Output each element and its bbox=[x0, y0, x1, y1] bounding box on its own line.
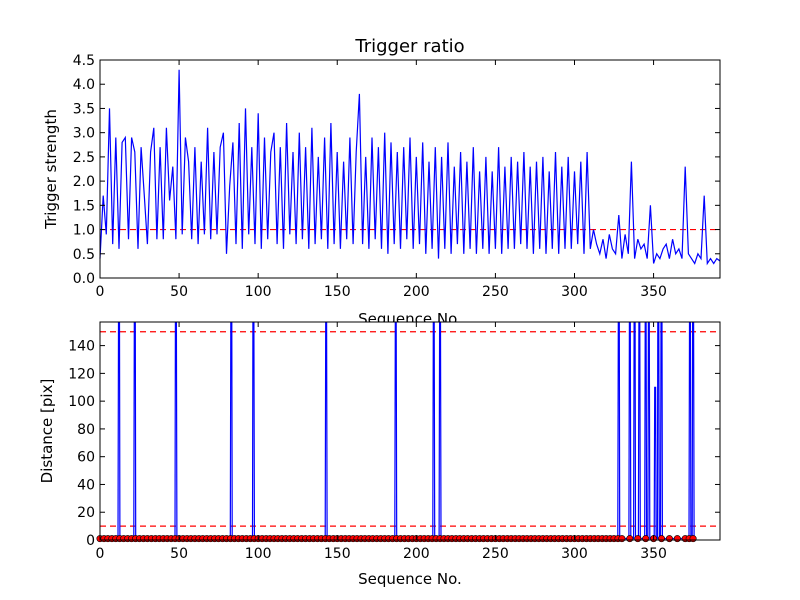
top-chart-trigger-ratio: Trigger ratio 0 50 100 150 200 250 300 350 0.00… bbox=[42, 36, 721, 328]
trigger-strength-series bbox=[99, 69, 721, 266]
x-tick-label: 250 bbox=[482, 546, 509, 562]
plot-area-bottom bbox=[100, 322, 720, 540]
x-tick-label: 300 bbox=[561, 284, 588, 300]
y-tick-label: 3.5 bbox=[73, 101, 95, 117]
x-tick-label: 100 bbox=[245, 284, 272, 300]
axes-frame-top bbox=[99, 59, 721, 279]
data-point bbox=[665, 535, 673, 543]
y-tick-label: 80 bbox=[77, 422, 95, 438]
x-tick-label: 250 bbox=[482, 284, 509, 300]
y-tick-label: 3.0 bbox=[73, 126, 95, 142]
x-tick-label: 150 bbox=[324, 284, 351, 300]
x-axis-label-bottom: Sequence No. bbox=[358, 570, 462, 588]
y-tick-label: 0.0 bbox=[73, 271, 95, 287]
y-tick-label: 0.5 bbox=[73, 247, 95, 263]
threshold-lines-bottom bbox=[100, 331, 720, 527]
x-tick-label: 350 bbox=[640, 546, 667, 562]
y-tick-label: 60 bbox=[77, 450, 95, 466]
data-point bbox=[657, 535, 665, 543]
x-tick-label: 100 bbox=[245, 546, 272, 562]
data-point bbox=[689, 535, 697, 543]
distance-markers bbox=[96, 535, 697, 543]
y-tick-label: 20 bbox=[77, 505, 95, 521]
y-tick-label: 4.5 bbox=[73, 53, 95, 69]
x-tick-label: 300 bbox=[561, 546, 588, 562]
y-tick-label: 120 bbox=[68, 366, 95, 382]
x-tick-label: 350 bbox=[640, 284, 667, 300]
y-ticks-top: 0.0 0.5 1.0 1.5 2.0 2.5 3.0 3.5 4.0 4.5 bbox=[73, 53, 720, 287]
y-tick-label: 1.5 bbox=[73, 198, 95, 214]
data-point bbox=[634, 535, 642, 543]
y-tick-label: 100 bbox=[68, 394, 95, 410]
x-ticks-top: 0 50 100 150 200 250 300 350 bbox=[96, 60, 667, 300]
x-tick-label: 0 bbox=[96, 546, 105, 562]
y-tick-label: 4.0 bbox=[73, 77, 95, 93]
y-axis-label-top: Trigger strength bbox=[42, 109, 60, 230]
series-line bbox=[99, 69, 721, 266]
y-tick-label: 40 bbox=[77, 477, 95, 493]
y-tick-label: 0 bbox=[86, 533, 95, 549]
y-tick-label: 2.5 bbox=[73, 150, 95, 166]
data-point bbox=[673, 535, 681, 543]
data-point bbox=[626, 535, 634, 543]
axes-frame-bottom bbox=[99, 321, 721, 541]
x-ticks-bottom: 0 50 100 150 200 250 300 350 bbox=[96, 322, 667, 562]
x-tick-label: 150 bbox=[324, 546, 351, 562]
bottom-chart-distance: 0 50 100 150 200 250 300 350 0 20 40 60 80 100 120 140… bbox=[38, 321, 721, 588]
y-ticks-bottom: 0 20 40 60 80 100 120 140 bbox=[68, 339, 720, 549]
chart-title: Trigger ratio bbox=[354, 36, 464, 57]
x-tick-label: 200 bbox=[403, 284, 430, 300]
x-tick-label: 50 bbox=[170, 546, 188, 562]
x-tick-label: 50 bbox=[170, 284, 188, 300]
x-tick-label: 0 bbox=[96, 284, 105, 300]
y-tick-label: 1.0 bbox=[73, 223, 95, 239]
y-tick-label: 2.0 bbox=[73, 174, 95, 190]
data-point bbox=[618, 535, 626, 543]
data-point bbox=[642, 535, 650, 543]
y-axis-label-bottom: Distance [pix] bbox=[38, 379, 56, 484]
y-tick-label: 140 bbox=[68, 339, 95, 355]
x-tick-label: 200 bbox=[403, 546, 430, 562]
